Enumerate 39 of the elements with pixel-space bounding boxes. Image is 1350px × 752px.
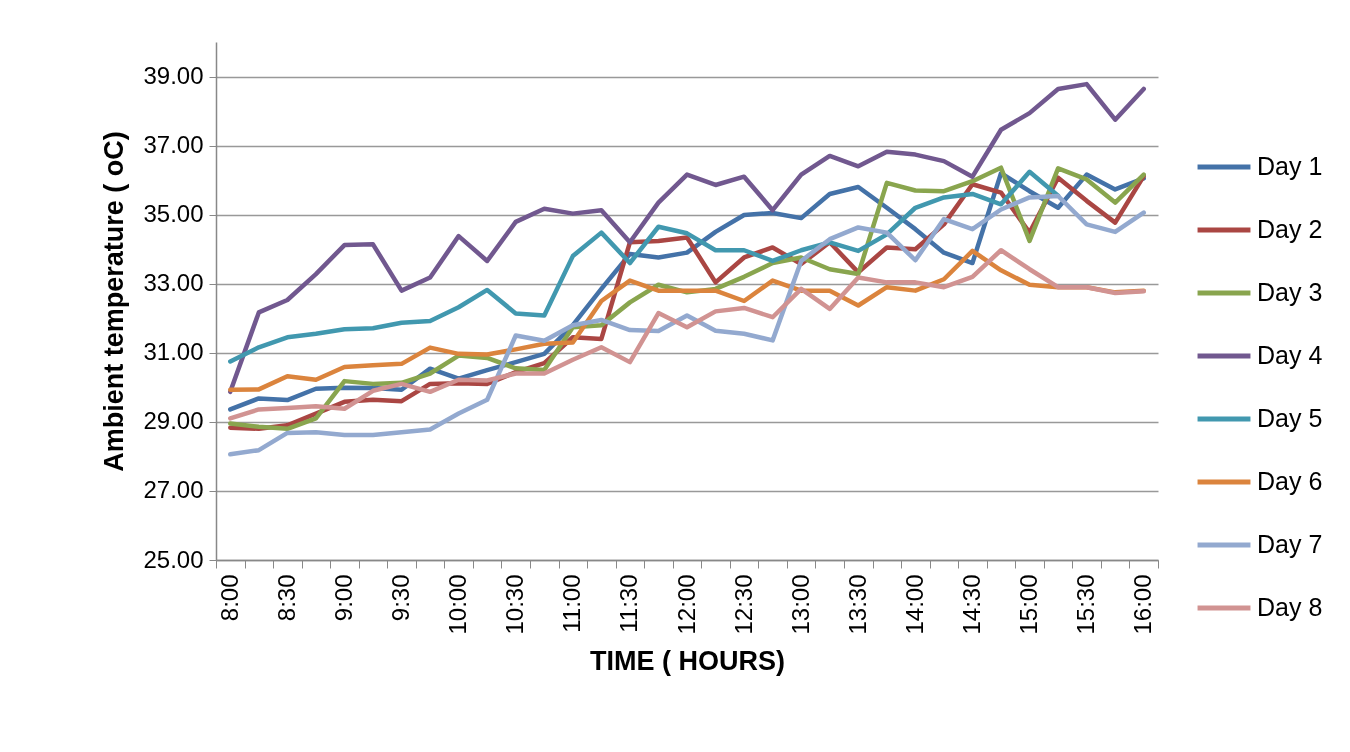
line-series [228,81,1146,395]
x-tick-label: 10:00 [444,574,472,635]
x-tick-label: 8:00 [215,574,243,622]
x-tick-label: 12:00 [672,574,700,635]
y-tick-label: 37.00 [143,131,204,159]
y-tick-label: 33.00 [143,269,204,297]
x-tick-label: 9:30 [387,574,415,622]
x-tick-label: 14:00 [900,574,928,635]
y-tick-label: 39.00 [143,62,204,90]
y-tick-label: 25.00 [143,545,204,573]
line-series [228,193,1146,457]
x-tick-label: 12:30 [729,574,757,635]
legend-label: Day 3 [1257,278,1323,306]
line-series [228,247,1146,421]
x-tick-label: 13:30 [843,574,871,635]
x-axis-title: TIME ( HOURS) [590,645,785,676]
y-tick-label: 27.00 [143,476,204,504]
legend-label: Day 8 [1257,593,1323,621]
legend-label: Day 7 [1257,530,1323,558]
x-tick-label: 8:30 [272,574,300,622]
x-tick-label: 15:00 [1015,574,1043,635]
y-axis-title: Ambient temperature ( oC) [99,131,130,472]
x-tick-label: 11:30 [615,574,643,633]
x-tick-label: 14:30 [957,574,985,635]
x-tick-label: 9:00 [329,574,357,622]
x-tick-label: 16:00 [1129,574,1157,635]
x-tick-label: 10:30 [501,574,529,635]
legend-label: Day 5 [1257,404,1323,432]
legend-label: Day 1 [1257,152,1323,180]
y-tick-label: 35.00 [143,200,204,228]
x-tick-label: 13:00 [786,574,814,635]
x-tick-label: 11:00 [558,574,586,633]
line-series [228,169,1061,364]
legend-label: Day 4 [1257,341,1323,369]
x-tick-label: 15:30 [1072,574,1100,635]
y-tick-label: 31.00 [143,338,204,366]
y-tick-label: 29.00 [143,407,204,435]
legend-label: Day 6 [1257,467,1323,495]
legend-label: Day 2 [1257,215,1323,243]
